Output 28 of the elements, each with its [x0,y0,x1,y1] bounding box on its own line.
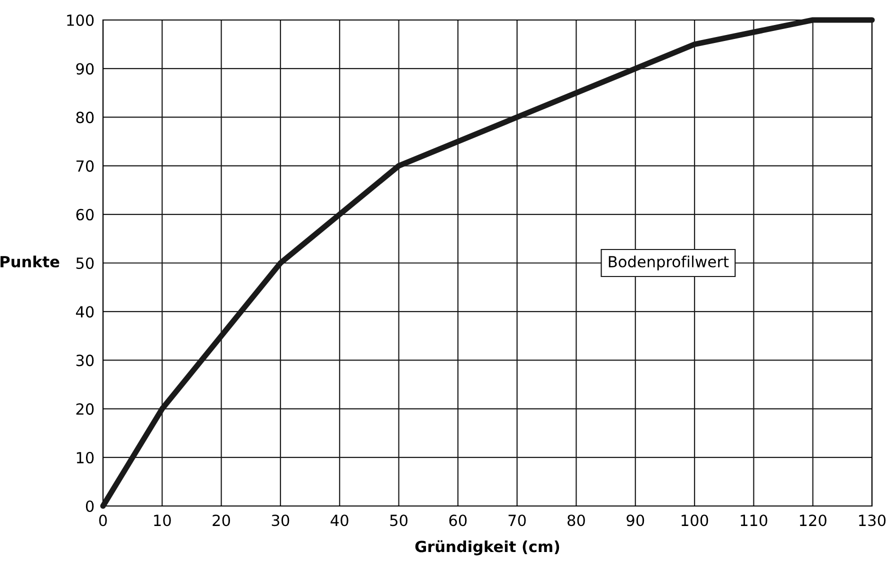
x-tick-label: 90 [626,514,644,526]
y-tick-label: 80 [76,112,94,124]
y-tick-label: 70 [76,160,94,172]
x-tick-label: 80 [568,514,585,526]
x-axis-title: Gründigkeit (cm) [415,540,560,556]
y-tick-label: 0 [86,500,94,512]
x-tick-label: 10 [154,514,171,526]
x-tick-label: 20 [212,514,230,526]
y-tick-label: 40 [76,306,94,318]
y-tick-label: 30 [76,354,94,366]
x-tick-label: 60 [449,514,467,526]
x-tick-label: 110 [740,514,768,526]
y-tick-label: 90 [76,63,94,75]
x-tick-label: 70 [508,514,526,526]
x-tick-label: 130 [859,514,886,526]
y-tick-label: 100 [67,14,94,26]
y-tick-label: 50 [76,257,94,270]
x-tick-label: 50 [390,514,408,526]
y-tick-label: 10 [76,452,94,464]
annotation: Bodenprofilwert [608,256,729,270]
x-tick-label: 30 [272,514,290,526]
y-tick-label: 20 [76,403,94,415]
y-axis-title: Punkte [0,256,60,268]
x-tick-label: 100 [682,514,708,526]
x-tick-label: 0 [99,514,107,526]
x-tick-label: 40 [330,514,348,526]
x-tick-label: 120 [800,514,826,526]
y-tick-label: 60 [76,208,94,220]
